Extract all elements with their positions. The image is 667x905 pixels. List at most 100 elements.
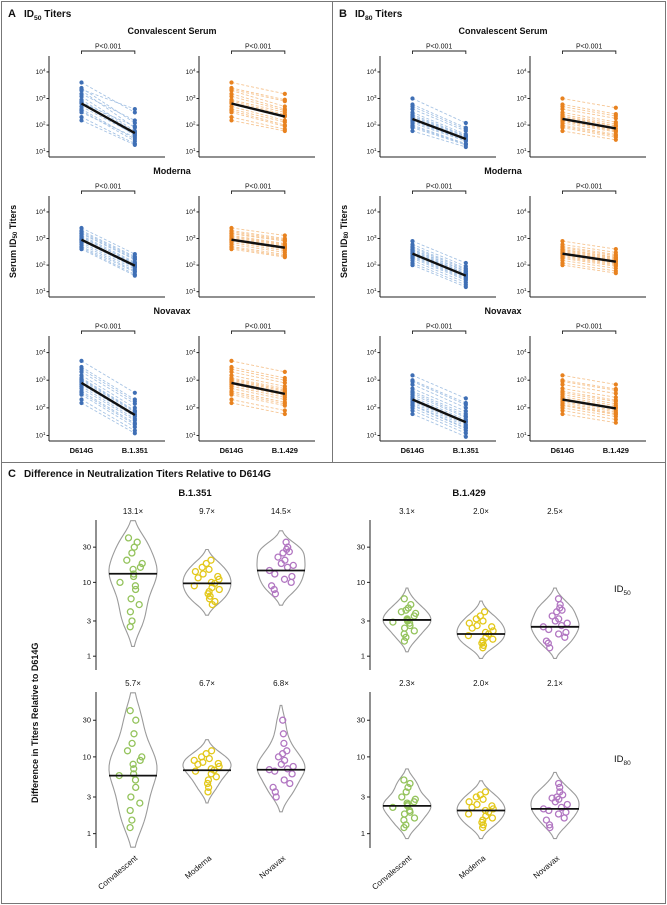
svg-text:P<0.001: P<0.001 xyxy=(245,324,271,331)
chart-b-moderna-b1429: 101 102 103 104 P<0.001 xyxy=(517,184,646,298)
svg-text:P<0.001: P<0.001 xyxy=(576,324,602,331)
panel-b: B ID80 Titers Serum ID80 Titers Convales… xyxy=(333,2,664,462)
group-b-moderna-plots: 101 102 103 104 P<0.001 101 102 103 104 P<0.001 xyxy=(353,179,653,301)
svg-text:6.8×: 6.8× xyxy=(273,679,289,688)
svg-text:3.1×: 3.1× xyxy=(399,507,415,516)
svg-text:3: 3 xyxy=(361,793,365,802)
group-b-convalescent: Convalescent Serum 101 102 103 104 P<0.001 1… xyxy=(353,26,653,161)
svg-text:104: 104 xyxy=(186,207,196,216)
group-a-novavax-plots: 101 102 103 104 P<0.001 D614G B.1.351 101 102 10… xyxy=(22,319,322,457)
svg-text:B.1.429: B.1.429 xyxy=(272,446,298,455)
panel-c-y-axis-label: Difference in Titers Relative to D614G xyxy=(30,642,40,804)
svg-text:2.0×: 2.0× xyxy=(473,679,489,688)
panel-b-body: Serum ID80 Titers Convalescent Serum 101… xyxy=(339,26,662,457)
svg-text:102: 102 xyxy=(517,261,527,270)
svg-text:101: 101 xyxy=(186,147,196,156)
panel-b-title: ID80 Titers xyxy=(354,9,403,22)
svg-text:30: 30 xyxy=(357,716,365,725)
svg-text:P<0.001: P<0.001 xyxy=(426,324,452,331)
panel-a-title: ID50 Titers xyxy=(23,9,72,22)
chart-c-b1429-id80: 1 3 10 30 2.3× Convalescent 2.0× Moderna 2.1× Nov… xyxy=(357,679,580,892)
svg-text:2.3×: 2.3× xyxy=(399,679,415,688)
svg-text:103: 103 xyxy=(36,376,46,385)
svg-text:D614G: D614G xyxy=(70,446,94,455)
group-a-novavax: Novavax 101 102 103 104 P<0.001 D614G B.1.351 … xyxy=(22,306,322,457)
svg-text:1: 1 xyxy=(87,652,91,661)
svg-text:D614G: D614G xyxy=(220,446,244,455)
panel-a-header: A ID50 Titers xyxy=(8,8,330,26)
svg-text:101: 101 xyxy=(517,287,527,296)
svg-text:2.5×: 2.5× xyxy=(547,507,563,516)
svg-text:103: 103 xyxy=(517,234,527,243)
panel-b-header: B ID80 Titers xyxy=(339,8,662,26)
svg-text:Novavax: Novavax xyxy=(258,854,288,881)
group-a-moderna-title: Moderna xyxy=(153,166,191,176)
svg-text:104: 104 xyxy=(517,207,527,216)
svg-text:103: 103 xyxy=(186,94,196,103)
group-a-convalescent-title: Convalescent Serum xyxy=(127,26,217,36)
chart-b-novavax-b1429: 101 102 103 104 P<0.001 D614G B.1.429 xyxy=(517,324,646,455)
svg-text:30: 30 xyxy=(83,716,91,725)
svg-text:101: 101 xyxy=(517,147,527,156)
svg-text:30: 30 xyxy=(357,543,365,552)
svg-text:103: 103 xyxy=(517,376,527,385)
svg-text:B.1.351: B.1.351 xyxy=(453,446,479,455)
svg-text:102: 102 xyxy=(367,403,377,412)
panel-c-col-header-b1351: B.1.351 xyxy=(178,488,212,499)
svg-text:1: 1 xyxy=(361,829,365,838)
svg-text:14.5×: 14.5× xyxy=(271,507,292,516)
group-a-convalescent: Convalescent Serum 101 102 103 104 P<0.001 1… xyxy=(22,26,322,161)
svg-text:104: 104 xyxy=(367,348,377,357)
svg-text:104: 104 xyxy=(36,207,46,216)
chart-a-moderna-b1429: 101 102 103 104 P<0.001 xyxy=(186,184,315,298)
group-b-moderna: Moderna 101 102 103 104 P<0.001 101 102 103 104… xyxy=(353,166,653,301)
chart-c-b1351-id50: 1 3 10 30 13.1× 9.7× 14.5× xyxy=(83,507,306,670)
svg-text:2.1×: 2.1× xyxy=(547,679,563,688)
svg-text:104: 104 xyxy=(186,348,196,357)
group-a-convalescent-plots: 101 102 103 104 P<0.001 101 102 103 104 P<0.001 xyxy=(22,39,322,161)
svg-text:3: 3 xyxy=(361,616,365,625)
svg-text:3: 3 xyxy=(87,616,91,625)
group-a-novavax-title: Novavax xyxy=(153,306,191,316)
svg-text:10: 10 xyxy=(83,752,91,761)
svg-text:5.7×: 5.7× xyxy=(125,679,141,688)
svg-text:103: 103 xyxy=(367,234,377,243)
chart-a-moderna-b1351: 101 102 103 104 P<0.001 xyxy=(36,184,165,298)
chart-b-novavax-b1351: 101 102 103 104 P<0.001 D614G B.1.351 xyxy=(367,324,496,455)
svg-text:10: 10 xyxy=(357,752,365,761)
svg-text:101: 101 xyxy=(517,431,527,440)
group-b-novavax-title: Novavax xyxy=(484,306,522,316)
svg-text:102: 102 xyxy=(186,121,196,130)
top-row: A ID50 Titers Serum ID50 Titers Convales… xyxy=(2,2,665,463)
svg-text:102: 102 xyxy=(186,403,196,412)
svg-text:102: 102 xyxy=(517,121,527,130)
panel-c-row-label-id50: ID50 xyxy=(614,583,631,597)
panel-c-header: C Difference in Neutralization Titers Re… xyxy=(8,468,661,486)
panel-c-title: Difference in Neutralization Titers Rela… xyxy=(23,469,272,480)
svg-text:102: 102 xyxy=(36,261,46,270)
panel-c-col-header-b1429: B.1.429 xyxy=(452,488,486,499)
panel-a: A ID50 Titers Serum ID50 Titers Convales… xyxy=(2,2,333,462)
svg-text:P<0.001: P<0.001 xyxy=(426,44,452,51)
svg-text:103: 103 xyxy=(517,94,527,103)
svg-text:103: 103 xyxy=(367,376,377,385)
svg-text:P<0.001: P<0.001 xyxy=(245,184,271,191)
svg-text:101: 101 xyxy=(186,431,196,440)
svg-text:101: 101 xyxy=(367,431,377,440)
svg-text:103: 103 xyxy=(367,94,377,103)
panel-a-y-axis-label: Serum ID50 Titers xyxy=(8,204,19,279)
svg-text:P<0.001: P<0.001 xyxy=(95,44,121,51)
svg-text:104: 104 xyxy=(517,67,527,76)
svg-text:102: 102 xyxy=(36,121,46,130)
svg-text:Convalescent: Convalescent xyxy=(96,853,140,892)
svg-text:101: 101 xyxy=(36,147,46,156)
svg-text:102: 102 xyxy=(36,403,46,412)
svg-text:104: 104 xyxy=(36,67,46,76)
chart-b-convalescent-b1429: 101 102 103 104 P<0.001 xyxy=(517,44,646,158)
svg-text:P<0.001: P<0.001 xyxy=(576,184,602,191)
svg-text:104: 104 xyxy=(186,67,196,76)
svg-text:104: 104 xyxy=(517,348,527,357)
chart-b-convalescent-b1351: 101 102 103 104 P<0.001 xyxy=(367,44,496,158)
svg-text:104: 104 xyxy=(367,67,377,76)
svg-text:10: 10 xyxy=(357,578,365,587)
